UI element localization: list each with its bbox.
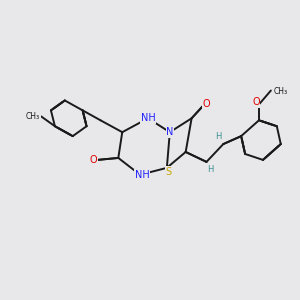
Text: S: S <box>166 167 172 177</box>
Text: NH: NH <box>135 170 149 180</box>
Text: O: O <box>90 155 97 165</box>
Text: N: N <box>166 127 173 137</box>
Text: NH: NH <box>141 113 155 123</box>
Text: O: O <box>203 99 210 110</box>
Text: H: H <box>215 132 221 141</box>
Text: CH₃: CH₃ <box>274 87 288 96</box>
Text: O: O <box>252 98 260 107</box>
Text: CH₃: CH₃ <box>26 112 40 121</box>
Text: H: H <box>207 165 214 174</box>
